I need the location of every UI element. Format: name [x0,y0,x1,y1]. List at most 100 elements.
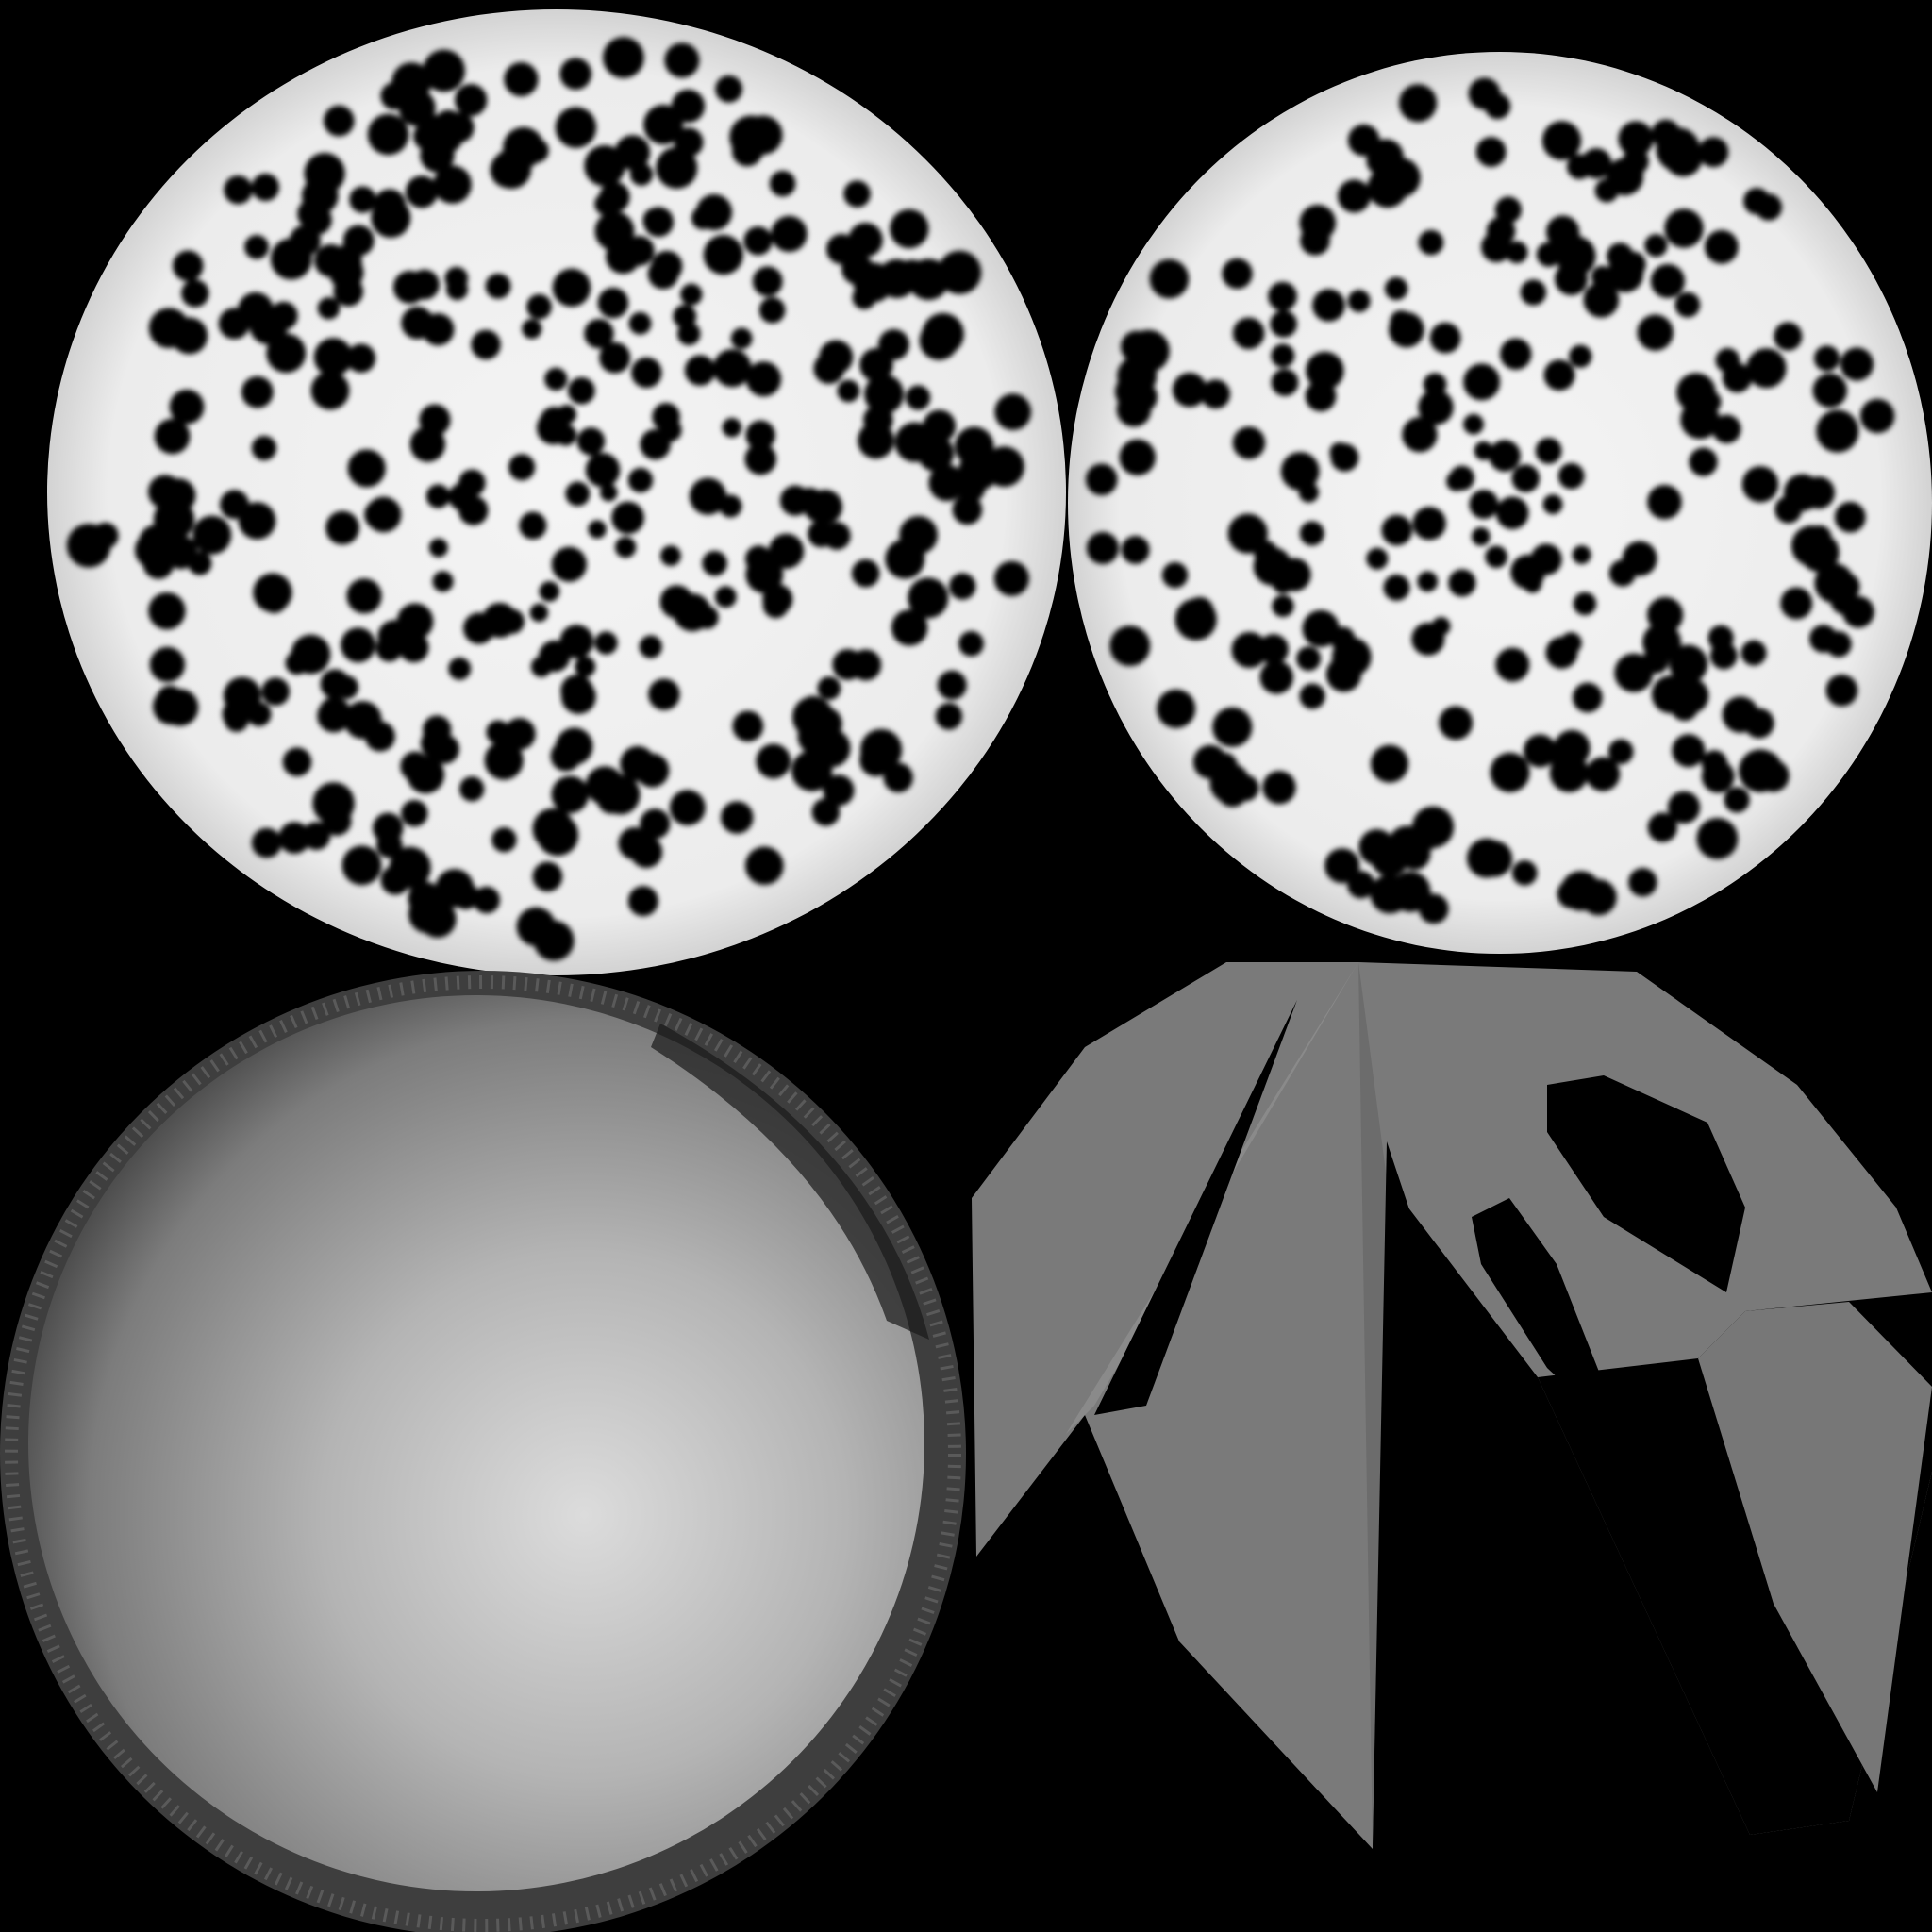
spot [817,676,841,700]
spot [173,250,204,282]
spot [928,464,966,502]
fan-facet [1698,1302,1932,1792]
spot [169,389,205,425]
spot [695,606,719,629]
spot [251,173,280,202]
spot [1192,744,1227,779]
spot [702,550,727,576]
spot [758,297,786,324]
spot [1149,258,1190,299]
spot [1669,644,1708,684]
spot [322,806,352,836]
spot [1739,749,1782,792]
spot [346,578,382,614]
spot [1572,545,1591,565]
spot [1709,641,1738,670]
spot [1800,533,1840,573]
spot [883,762,913,793]
spot [955,426,994,466]
spot [522,319,542,340]
spot [1511,860,1538,886]
spot [1272,594,1294,618]
spot [310,371,350,410]
spot [367,113,409,156]
spot [1116,391,1152,427]
spot [1324,848,1360,884]
spot [1486,216,1516,246]
spot [1217,776,1248,808]
spot [171,317,208,355]
spot [684,355,716,386]
spot [1628,868,1657,897]
spot [1664,208,1704,248]
spot [1262,771,1296,805]
spot [1674,291,1701,318]
spot [530,656,552,677]
spot [380,82,408,110]
spot [1469,490,1499,520]
spot [877,258,917,299]
spot [1306,351,1344,391]
spot [1402,417,1438,453]
fan-shadow [1547,1075,1745,1292]
shadow [651,1024,929,1340]
spot [635,753,670,788]
spot [721,801,754,834]
spot [1722,362,1753,393]
spot [1581,148,1612,179]
spot [1535,437,1562,464]
spot [425,484,451,508]
spot [1312,289,1345,322]
spot [1647,484,1682,520]
spot [1495,496,1529,530]
spot [218,308,250,340]
spot [599,181,630,213]
spot [1121,535,1150,564]
spot [1271,343,1295,368]
spot [1549,753,1589,792]
spot [565,481,591,507]
spot [484,741,524,780]
spot [819,340,854,375]
spot [1085,463,1118,496]
spot [1431,617,1451,636]
spot [808,520,835,548]
spot [555,107,597,148]
spot [559,58,592,91]
spot [664,42,700,78]
spot [732,710,764,742]
spot [1299,521,1324,546]
spot [584,145,625,187]
spot [343,701,382,740]
spot [627,467,654,493]
spot [1523,734,1557,768]
spot [859,348,893,382]
spot [1325,657,1362,692]
spot [1698,137,1729,168]
spot [1172,373,1208,408]
spot [1418,229,1444,256]
spot [1399,84,1438,123]
spot [1449,465,1474,491]
spot [536,410,571,445]
spot [1557,462,1585,490]
spot [1157,689,1196,728]
spot [1330,443,1359,472]
spot [1299,205,1336,242]
spot [1809,625,1838,653]
spot [529,603,549,623]
fan-gap [1373,1141,1453,1849]
spot [224,175,253,205]
spot [791,750,833,791]
spot [952,494,983,525]
spot [894,422,935,462]
spot [552,268,591,308]
spot [640,808,671,840]
spot [1448,569,1476,597]
spot [1530,543,1562,575]
spot [843,180,871,208]
spot [154,418,191,455]
spot [1573,591,1597,616]
spot [719,494,742,518]
